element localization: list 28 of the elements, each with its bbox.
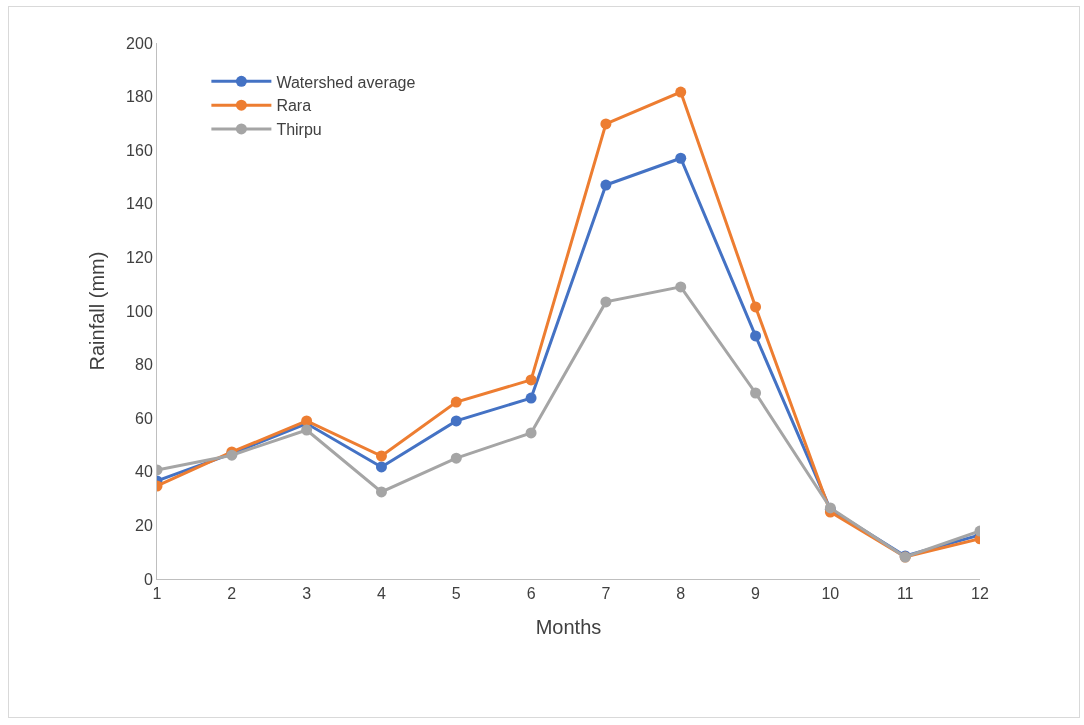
x-tick-label: 5 (451, 585, 461, 603)
x-tick-label: 4 (377, 585, 386, 603)
y-tick-label: 40 (135, 463, 153, 481)
x-tick-label: 3 (302, 585, 312, 603)
legend-label: Thirpu (276, 121, 322, 139)
x-tick-label: 7 (601, 585, 611, 603)
y-axis-title: Rainfall (mm) (85, 251, 108, 371)
x-tick-label: 12 (971, 585, 989, 603)
y-tick-label: 180 (126, 88, 153, 106)
y-tick-label: 200 (126, 34, 153, 52)
y-tick-label: 0 (143, 570, 153, 588)
y-tick-label: 160 (126, 141, 153, 159)
legend-label: Rara (276, 97, 312, 115)
x-tick-label: 2 (227, 585, 237, 603)
legend-label: Watershed average (276, 73, 416, 91)
y-tick-label: 60 (135, 409, 153, 427)
x-tick-label: 8 (676, 585, 686, 603)
x-tick-label: 1 (152, 585, 162, 603)
x-tick-label: 10 (821, 585, 840, 603)
y-tick-label: 20 (135, 517, 153, 534)
x-tick-label: 11 (896, 585, 914, 603)
x-tick-label: 6 (526, 585, 536, 603)
y-tick-label: 140 (126, 195, 153, 213)
x-axis-title: Months (535, 615, 602, 638)
x-tick-label: 9 (751, 585, 761, 603)
y-tick-label: 120 (126, 249, 153, 266)
y-tick-label: 80 (135, 356, 153, 374)
y-tick-label: 100 (126, 302, 153, 320)
